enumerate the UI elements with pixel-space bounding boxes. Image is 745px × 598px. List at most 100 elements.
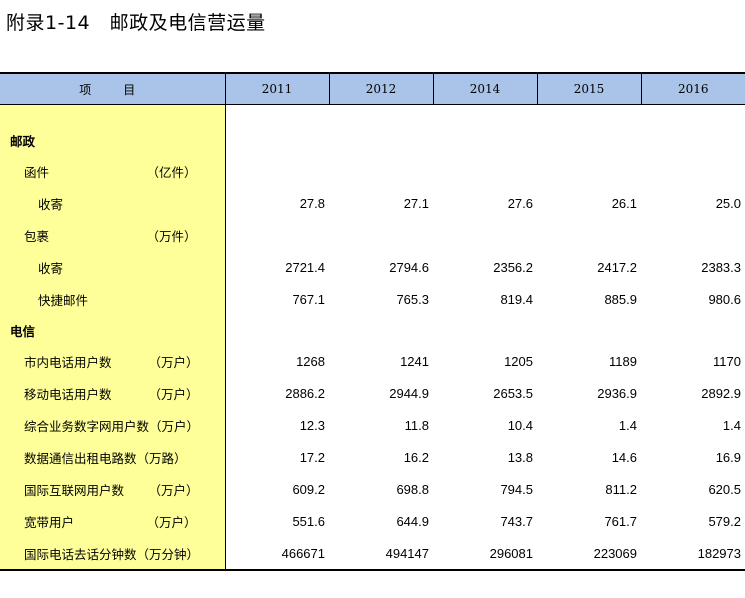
table-cell: 1.4 (722, 417, 741, 433)
row-label: 快捷邮件 (38, 292, 89, 308)
row-label-cell: 收寄 (0, 187, 226, 219)
header-year-2012: 2012 (328, 72, 433, 105)
table-row: 电信 (0, 315, 745, 345)
row-label-cell: 电信 (0, 315, 226, 345)
row-label: 移动电话用户数 (24, 386, 112, 402)
row-unit: （万件） (146, 228, 197, 244)
table-cell (225, 155, 329, 187)
table-cell: 27.8 (299, 195, 325, 211)
table-cell: 1170 (713, 353, 741, 369)
table-cell: 2356.2 (493, 259, 533, 275)
table-cell: 296081 (433, 537, 537, 571)
table-row: 快捷邮件 767.1 765.3 819.4 885.9 980.6 (0, 283, 745, 315)
row-unit: （万户） (148, 482, 199, 498)
row-unit: （万分钟） (136, 546, 200, 562)
table-cell: 2886.2 (285, 385, 325, 401)
table-cell: 644.9 (396, 513, 429, 529)
row-label: 电信 (10, 323, 36, 339)
table-cell (641, 155, 745, 187)
table-row: 综合业务数字网用户数 （万户） 12.3 11.8 10.4 1.4 1.4 (0, 409, 745, 441)
table-cell (329, 125, 433, 155)
table-cell: 579.2 (708, 513, 741, 529)
table-cell: 761.7 (604, 513, 637, 529)
table-cell: 466671 (225, 537, 329, 571)
table-cell: 17.2 (299, 449, 325, 465)
table-cell: 223069 (537, 537, 641, 571)
row-label-cell: 包裹 （万件） (0, 219, 226, 251)
row-label-cell: 移动电话用户数 （万户） (0, 377, 226, 409)
row-label-cell: 收寄 (0, 251, 226, 283)
header-year-2014: 2014 (432, 72, 537, 105)
table-row: 移动电话用户数 （万户） 2886.2 2944.9 2653.5 2936.9 … (0, 377, 745, 409)
table-cell (641, 219, 745, 251)
table-cell (329, 155, 433, 187)
table-cell: 13.8 (507, 449, 533, 465)
row-label-cell: 函件 （亿件） (0, 155, 226, 187)
row-label-cell: 市内电话用户数 （万户） (0, 345, 226, 377)
table-cell: 2653.5 (493, 385, 533, 401)
table-cell (537, 219, 641, 251)
table-cell: 14.6 (611, 449, 637, 465)
table-cell: 11.8 (404, 417, 429, 433)
table-cell: 16.2 (403, 449, 429, 465)
table-cell (641, 315, 745, 345)
row-label: 国际电话去话分钟数 (24, 546, 137, 562)
header-year-2015: 2015 (536, 72, 641, 105)
row-label: 数据通信出租电路数 (24, 450, 137, 466)
table-cell: 1205 (504, 353, 533, 369)
table-cell: 819.4 (500, 291, 533, 307)
table-row: 数据通信出租电路数 （万路） 17.2 16.2 13.8 14.6 16.9 (0, 441, 745, 473)
table-cell: 980.6 (708, 291, 741, 307)
table-cell: 767.1 (292, 291, 325, 307)
table-cell: 609.2 (292, 481, 325, 497)
table-cell: 2417.2 (597, 259, 637, 275)
row-label-cell: 国际电话去话分钟数 （万分钟） (0, 537, 226, 571)
row-unit: （万户） (149, 418, 200, 434)
table-cell (433, 125, 537, 155)
table-cell (225, 125, 329, 155)
table-cell (537, 125, 641, 155)
table-cell: 885.9 (604, 291, 637, 307)
table-cell: 794.5 (500, 481, 533, 497)
table-cell (225, 315, 329, 345)
header-item: 项 目 (0, 72, 225, 105)
table-cell: 10.4 (507, 417, 533, 433)
table-cell: 27.1 (403, 195, 429, 211)
table-cell (641, 125, 745, 155)
table-cell: 2794.6 (389, 259, 429, 275)
header-year-2011: 2011 (224, 72, 329, 105)
table-cell: 25.0 (715, 195, 741, 211)
table-cell: 2383.3 (701, 259, 741, 275)
row-label: 宽带用户 (24, 514, 75, 530)
table-row: 国际电话去话分钟数 （万分钟） 466671 494147 296081 2230… (0, 537, 745, 571)
table-cell: 16.9 (715, 449, 741, 465)
table-row: 宽带用户 （万户） 551.6 644.9 743.7 761.7 579.2 (0, 505, 745, 537)
row-label: 包裹 (24, 228, 50, 244)
table-cell (329, 315, 433, 345)
row-label-cell: 邮政 (0, 125, 226, 155)
row-unit: （万路） (136, 450, 187, 466)
row-label: 邮政 (10, 133, 36, 149)
table-header-row: 项 目 2011 2012 2014 2015 2016 (0, 72, 745, 105)
row-label-cell: 综合业务数字网用户数 （万户） (0, 409, 226, 441)
table-cell: 1189 (609, 353, 637, 369)
row-label: 市内电话用户数 (24, 354, 112, 370)
table-cell: 765.3 (396, 291, 429, 307)
table-cell: 2721.4 (285, 259, 325, 275)
table-cell: 27.6 (507, 195, 533, 211)
table-cell (329, 219, 433, 251)
table-cell (433, 315, 537, 345)
table-cell: 1241 (400, 353, 429, 369)
table-cell (537, 155, 641, 187)
row-label-cell: 快捷邮件 (0, 283, 226, 315)
row-label-cell: 国际互联网用户数 （万户） (0, 473, 226, 505)
table-cell: 2892.9 (701, 385, 741, 401)
data-table: 项 目 2011 2012 2014 2015 2016 邮政 函件 （亿件） (0, 72, 745, 571)
table-cell: 2944.9 (389, 385, 429, 401)
row-unit: （万户） (146, 514, 197, 530)
table-cell: 494147 (329, 537, 433, 571)
table-cell: 620.5 (708, 481, 741, 497)
table-row: 国际互联网用户数 （万户） 609.2 698.8 794.5 811.2 620… (0, 473, 745, 505)
table-cell (433, 155, 537, 187)
table-cell: 2936.9 (597, 385, 637, 401)
